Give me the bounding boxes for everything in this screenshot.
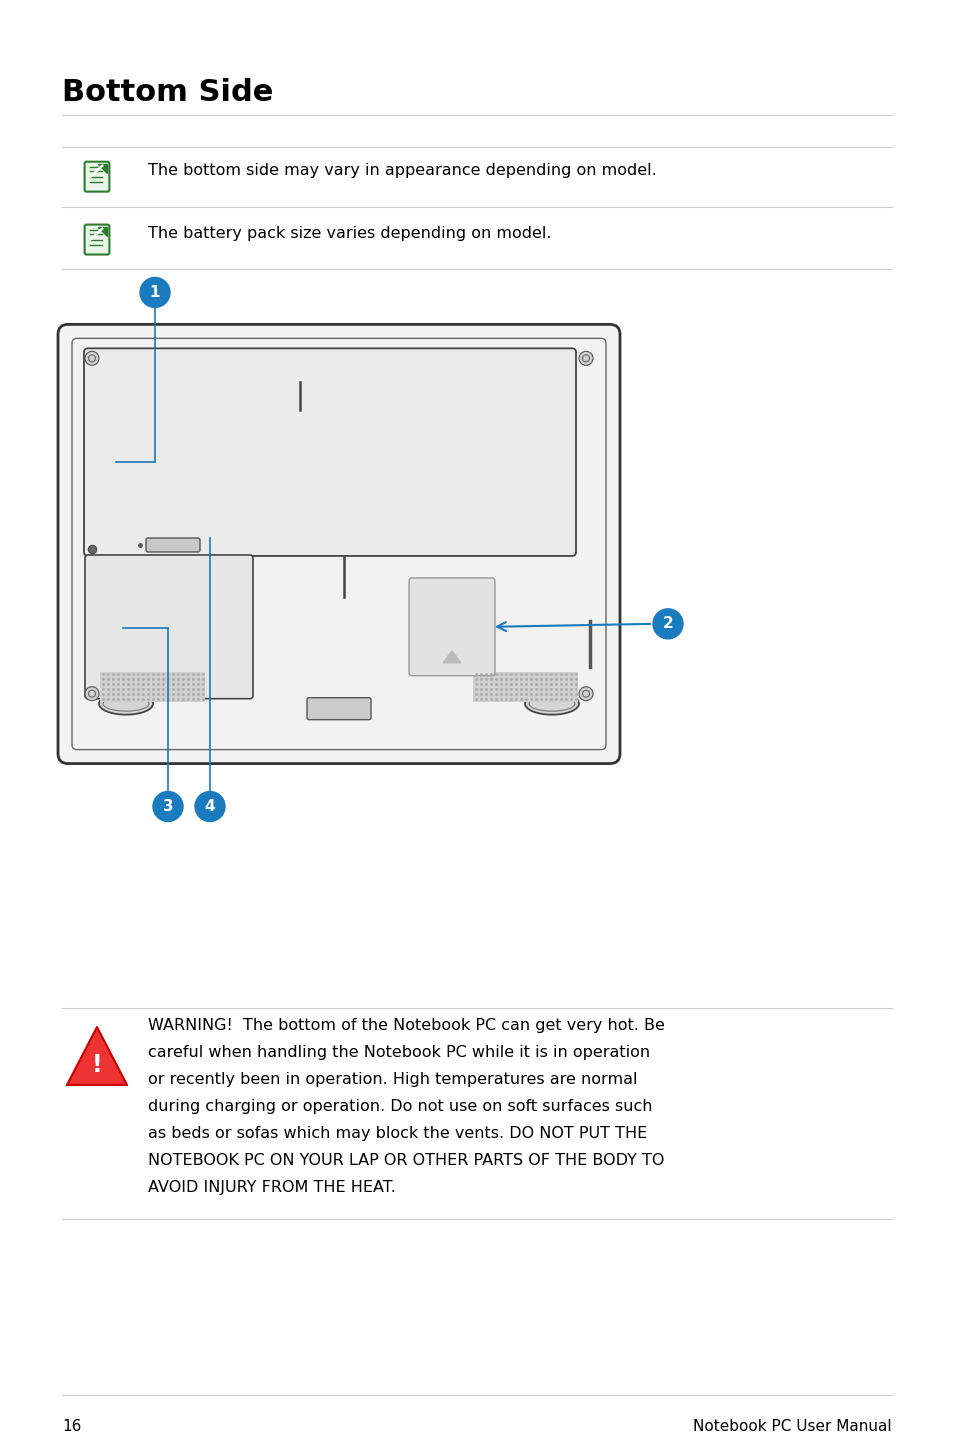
Text: The battery pack size varies depending on model.: The battery pack size varies depending o… — [148, 226, 551, 240]
Circle shape — [152, 791, 183, 821]
Text: !: ! — [91, 1053, 102, 1077]
Ellipse shape — [99, 693, 152, 715]
Polygon shape — [442, 651, 460, 663]
FancyBboxPatch shape — [146, 538, 200, 552]
Text: The bottom side may vary in appearance depending on model.: The bottom side may vary in appearance d… — [148, 162, 656, 178]
Text: or recently been in operation. High temperatures are normal: or recently been in operation. High temp… — [148, 1071, 637, 1087]
FancyBboxPatch shape — [100, 672, 205, 702]
Circle shape — [194, 791, 225, 821]
Text: AVOID INJURY FROM THE HEAT.: AVOID INJURY FROM THE HEAT. — [148, 1179, 395, 1195]
Text: 1: 1 — [150, 285, 160, 301]
Text: Notebook PC User Manual: Notebook PC User Manual — [693, 1419, 891, 1434]
Text: 4: 4 — [205, 800, 215, 814]
Circle shape — [85, 351, 99, 365]
FancyBboxPatch shape — [85, 161, 110, 191]
Circle shape — [140, 278, 170, 308]
FancyBboxPatch shape — [84, 348, 576, 557]
Polygon shape — [98, 227, 108, 236]
Circle shape — [85, 687, 99, 700]
Circle shape — [578, 687, 593, 700]
FancyBboxPatch shape — [85, 224, 110, 255]
Text: 2: 2 — [662, 617, 673, 631]
Text: during charging or operation. Do not use on soft surfaces such: during charging or operation. Do not use… — [148, 1099, 652, 1114]
Polygon shape — [98, 164, 108, 173]
Text: 16: 16 — [62, 1419, 81, 1434]
Text: WARNING!  The bottom of the Notebook PC can get very hot. Be: WARNING! The bottom of the Notebook PC c… — [148, 1018, 664, 1032]
FancyBboxPatch shape — [58, 325, 619, 764]
FancyBboxPatch shape — [307, 697, 371, 719]
Text: 3: 3 — [163, 800, 173, 814]
Text: NOTEBOOK PC ON YOUR LAP OR OTHER PARTS OF THE BODY TO: NOTEBOOK PC ON YOUR LAP OR OTHER PARTS O… — [148, 1153, 663, 1168]
Text: careful when handling the Notebook PC while it is in operation: careful when handling the Notebook PC wh… — [148, 1045, 649, 1060]
FancyBboxPatch shape — [85, 555, 253, 699]
FancyBboxPatch shape — [409, 578, 495, 676]
Ellipse shape — [524, 693, 578, 715]
Polygon shape — [67, 1027, 127, 1086]
Text: Bottom Side: Bottom Side — [62, 78, 274, 106]
Circle shape — [578, 351, 593, 365]
Text: as beds or sofas which may block the vents. DO NOT PUT THE: as beds or sofas which may block the ven… — [148, 1126, 646, 1140]
Circle shape — [652, 608, 682, 638]
FancyBboxPatch shape — [473, 672, 578, 702]
